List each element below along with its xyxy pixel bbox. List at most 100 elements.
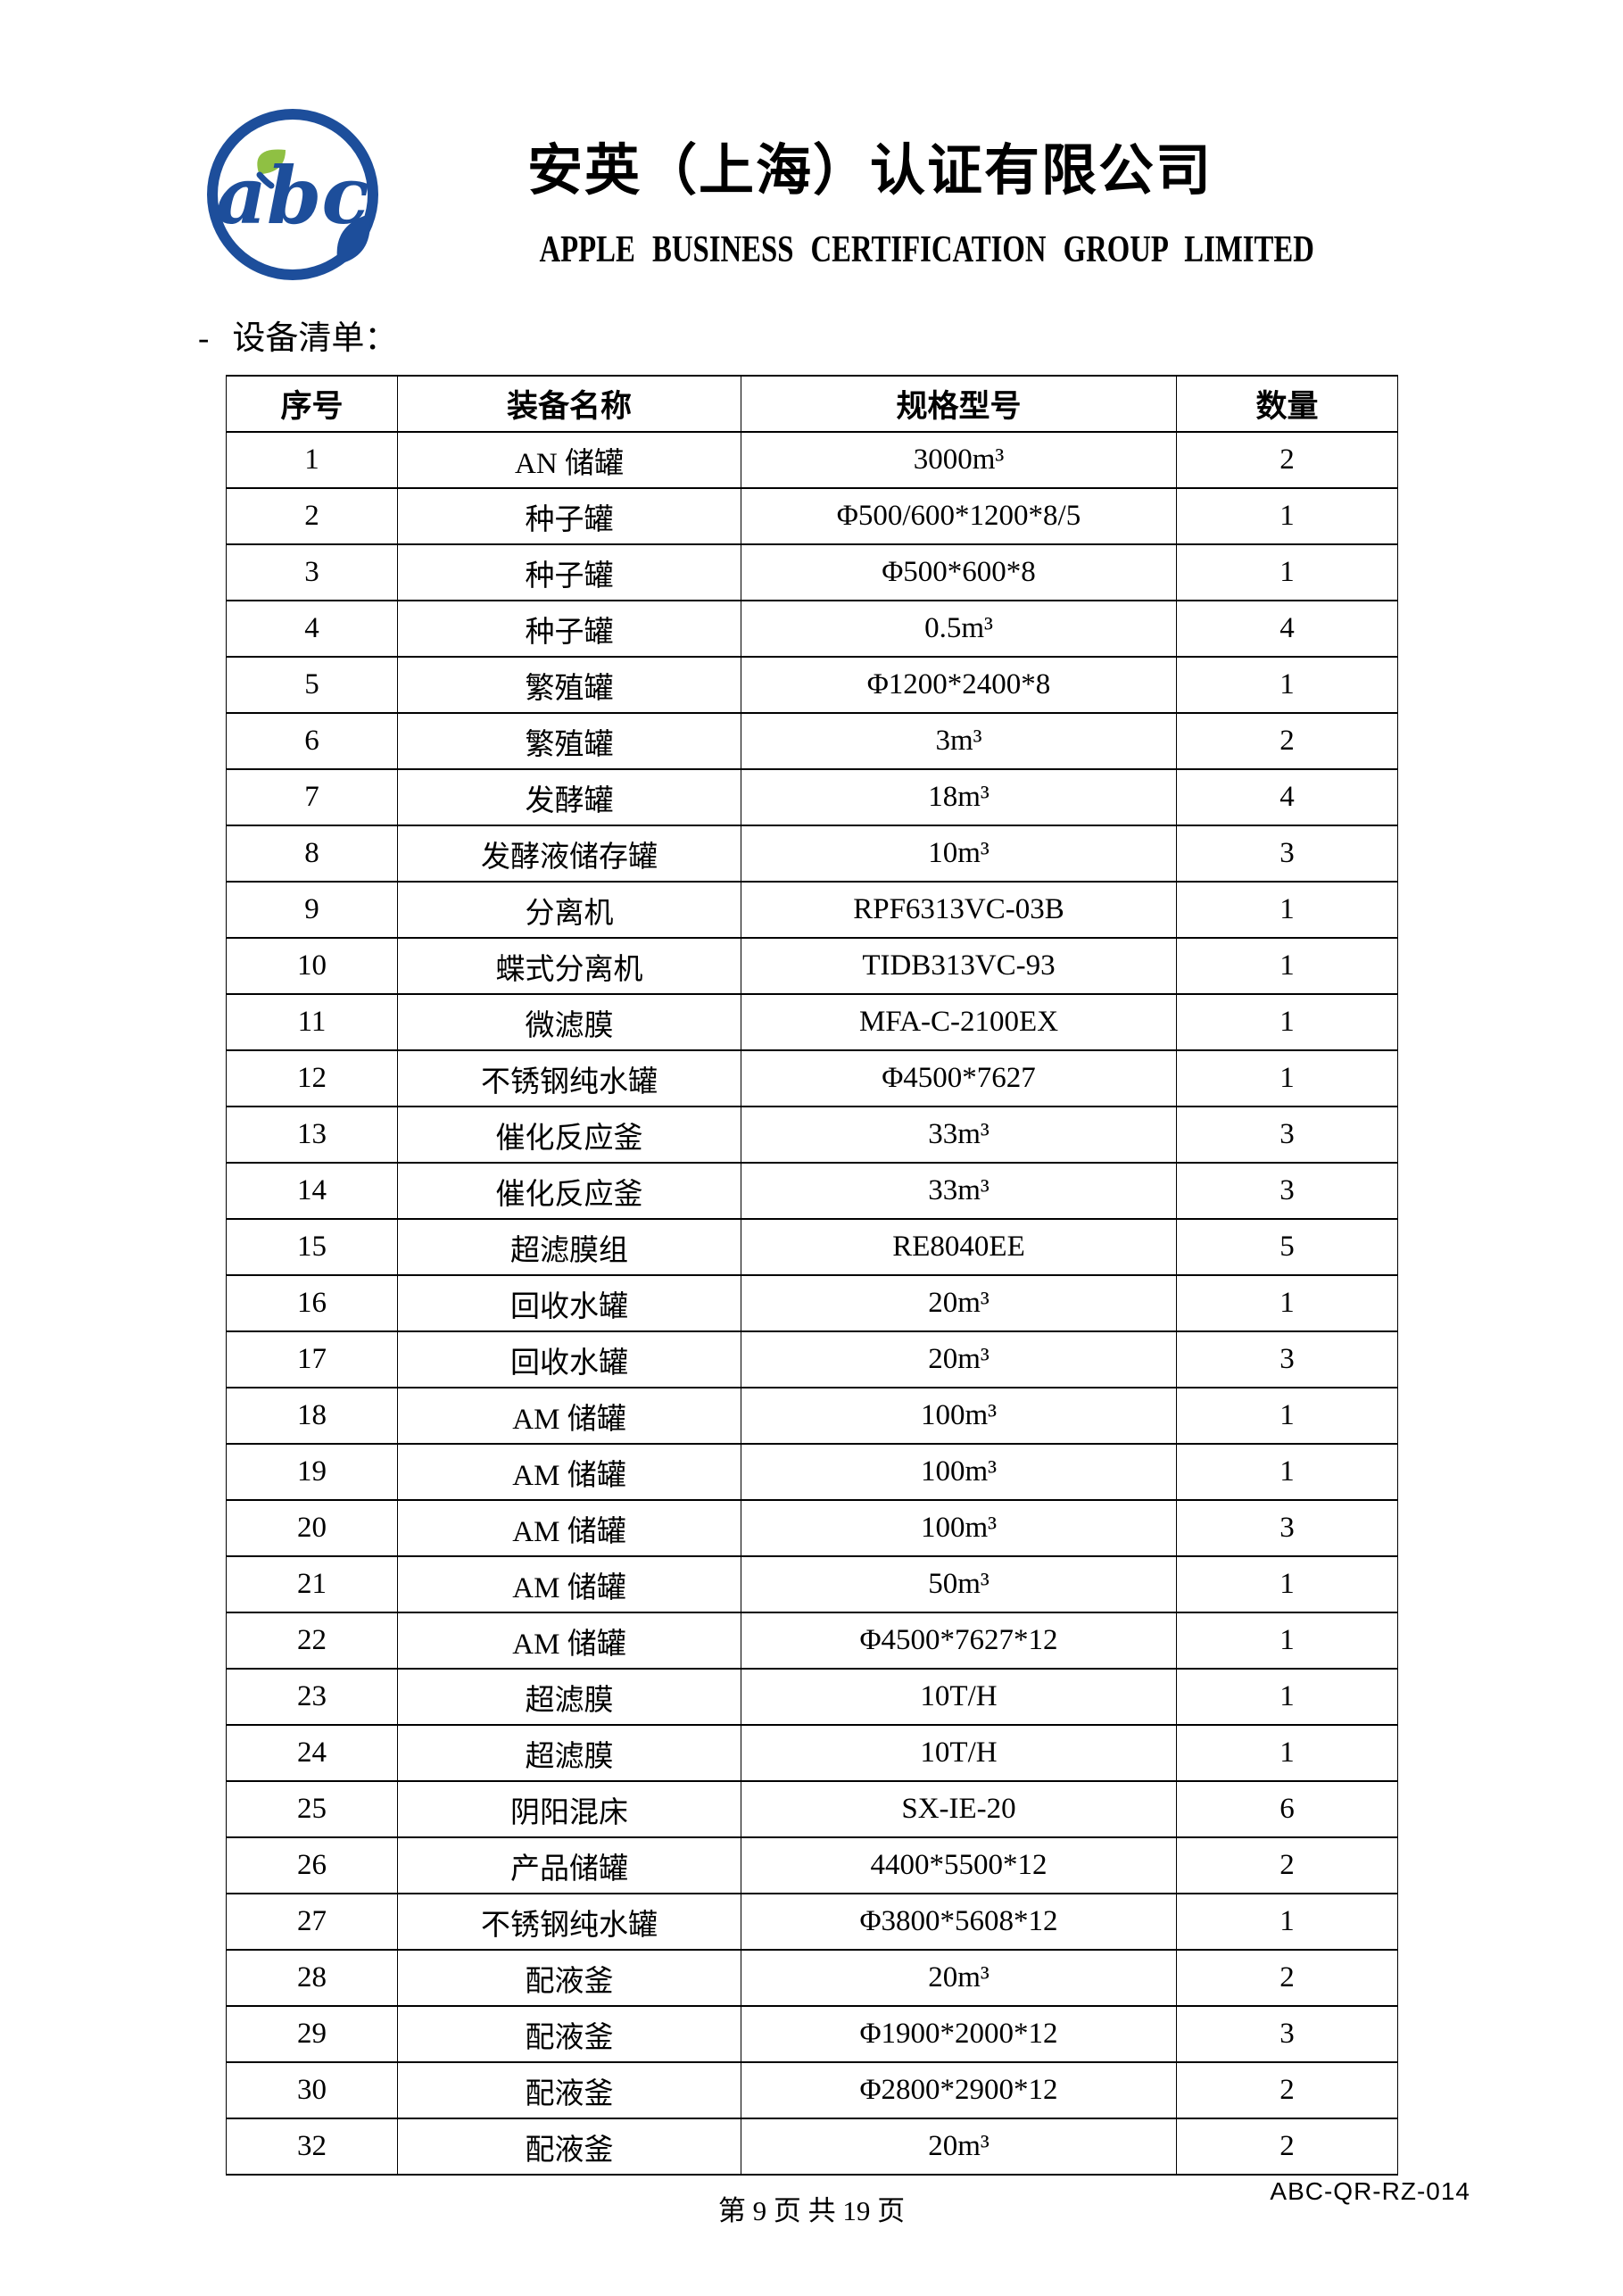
table-cell-qty: 3 bbox=[1176, 2005, 1398, 2063]
table-row: 4 种子罐 0.5m³ 4 bbox=[226, 600, 1398, 658]
col-header-spec: 规格型号 bbox=[741, 375, 1177, 433]
table-cell-index: 1 bbox=[226, 431, 398, 489]
table-cell-spec: Φ4500*7627 bbox=[741, 1049, 1177, 1107]
table-cell-spec: 100m³ bbox=[741, 1387, 1177, 1445]
equipment-table-body: 1 AN 储罐 3000m³ 2 2 种子罐 Φ500/600*1200*8/5 1 3 种子罐 Φ… bbox=[226, 431, 1398, 2176]
table-cell-qty: 1 bbox=[1176, 1893, 1398, 1951]
table-cell-spec: Φ4500*7627*12 bbox=[741, 1612, 1177, 1670]
table-cell-qty: 2 bbox=[1176, 431, 1398, 489]
table-row: 15 超滤膜组 RE8040EE 5 bbox=[226, 1218, 1398, 1276]
table-cell-index: 11 bbox=[226, 993, 398, 1051]
table-cell-qty: 2 bbox=[1176, 2118, 1398, 2176]
table-cell-name: 分离机 bbox=[397, 881, 741, 939]
table-cell-name: 配液釜 bbox=[397, 2005, 741, 2063]
table-cell-index: 19 bbox=[226, 1443, 398, 1501]
table-cell-name: AM 储罐 bbox=[397, 1443, 741, 1501]
table-cell-name: AM 储罐 bbox=[397, 1387, 741, 1445]
table-row: 22 AM 储罐 Φ4500*7627*12 1 bbox=[226, 1612, 1398, 1670]
table-cell-name: 配液釜 bbox=[397, 1949, 741, 2007]
company-logo: abc bbox=[203, 105, 382, 288]
table-row: 20 AM 储罐 100m³ 3 bbox=[226, 1499, 1398, 1557]
table-cell-name: 发酵罐 bbox=[397, 768, 741, 826]
table-cell-name: 配液釜 bbox=[397, 2061, 741, 2119]
table-cell-qty: 1 bbox=[1176, 1049, 1398, 1107]
table-row: 13 催化反应釜 33m³ 3 bbox=[226, 1106, 1398, 1164]
table-cell-spec: 100m³ bbox=[741, 1499, 1177, 1557]
table-row: 16 回收水罐 20m³ 1 bbox=[226, 1274, 1398, 1332]
table-cell-name: 产品储罐 bbox=[397, 1836, 741, 1894]
table-cell-index: 25 bbox=[226, 1780, 398, 1838]
table-row: 9 分离机 RPF6313VC-03B 1 bbox=[226, 881, 1398, 939]
table-cell-name: 配液釜 bbox=[397, 2118, 741, 2176]
table-row: 6 繁殖罐 3m³ 2 bbox=[226, 712, 1398, 770]
table-cell-qty: 1 bbox=[1176, 1274, 1398, 1332]
equipment-table-head: 序号 装备名称 规格型号 数量 bbox=[226, 375, 1398, 433]
section-label: - 设备清单： bbox=[198, 311, 397, 359]
table-row: 2 种子罐 Φ500/600*1200*8/5 1 bbox=[226, 487, 1398, 545]
table-cell-index: 15 bbox=[226, 1218, 398, 1276]
table-cell-name: 不锈钢纯水罐 bbox=[397, 1893, 741, 1951]
col-header-qty: 数量 bbox=[1176, 375, 1398, 433]
table-cell-index: 12 bbox=[226, 1049, 398, 1107]
table-cell-name: 回收水罐 bbox=[397, 1274, 741, 1332]
table-cell-name: 回收水罐 bbox=[397, 1330, 741, 1388]
table-cell-qty: 3 bbox=[1176, 1330, 1398, 1388]
table-row: 14 催化反应釜 33m³ 3 bbox=[226, 1162, 1398, 1220]
table-cell-spec: 50m³ bbox=[741, 1555, 1177, 1613]
table-cell-qty: 3 bbox=[1176, 825, 1398, 883]
table-cell-spec: RPF6313VC-03B bbox=[741, 881, 1177, 939]
table-cell-index: 2 bbox=[226, 487, 398, 545]
table-row: 8 发酵液储存罐 10m³ 3 bbox=[226, 825, 1398, 883]
table-cell-index: 26 bbox=[226, 1836, 398, 1894]
col-header-name: 装备名称 bbox=[397, 375, 741, 433]
table-cell-name: 超滤膜 bbox=[397, 1668, 741, 1726]
table-cell-qty: 2 bbox=[1176, 1949, 1398, 2007]
table-cell-qty: 1 bbox=[1176, 881, 1398, 939]
table-cell-qty: 1 bbox=[1176, 487, 1398, 545]
table-cell-index: 9 bbox=[226, 881, 398, 939]
table-row: 32 配液釜 20m³ 2 bbox=[226, 2118, 1398, 2176]
table-cell-name: AM 储罐 bbox=[397, 1499, 741, 1557]
table-row: 26 产品储罐 4400*5500*12 2 bbox=[226, 1836, 1398, 1894]
table-cell-spec: 20m³ bbox=[741, 1330, 1177, 1388]
table-cell-name: 种子罐 bbox=[397, 487, 741, 545]
table-cell-qty: 2 bbox=[1176, 712, 1398, 770]
table-cell-qty: 1 bbox=[1176, 1724, 1398, 1782]
table-cell-qty: 1 bbox=[1176, 993, 1398, 1051]
header-row: 序号 装备名称 规格型号 数量 bbox=[226, 375, 1398, 433]
svg-text:abc: abc bbox=[216, 149, 369, 242]
table-cell-name: 种子罐 bbox=[397, 600, 741, 658]
table-row: 21 AM 储罐 50m³ 1 bbox=[226, 1555, 1398, 1613]
table-cell-index: 5 bbox=[226, 656, 398, 714]
table-cell-index: 23 bbox=[226, 1668, 398, 1726]
table-row: 18 AM 储罐 100m³ 1 bbox=[226, 1387, 1398, 1445]
table-cell-spec: Φ3800*5608*12 bbox=[741, 1893, 1177, 1951]
table-cell-qty: 1 bbox=[1176, 1555, 1398, 1613]
company-name-zh: 安英（上海）认证有限公司 bbox=[526, 141, 1213, 202]
section-label-text: 设备清单： bbox=[232, 320, 398, 357]
table-cell-spec: Φ1900*2000*12 bbox=[741, 2005, 1177, 2063]
table-cell-qty: 1 bbox=[1176, 1668, 1398, 1726]
table-cell-index: 14 bbox=[226, 1162, 398, 1220]
table-cell-spec: Φ2800*2900*12 bbox=[741, 2061, 1177, 2119]
table-cell-name: AM 储罐 bbox=[397, 1612, 741, 1670]
company-name-en: APPLE BUSINESS CERTIFICATION GROUP LIMIT… bbox=[539, 229, 1314, 270]
table-cell-name: 阴阳混床 bbox=[397, 1780, 741, 1838]
table-cell-name: AM 储罐 bbox=[397, 1555, 741, 1613]
table-cell-spec: 4400*5500*12 bbox=[741, 1836, 1177, 1894]
table-cell-name: 微滤膜 bbox=[397, 993, 741, 1051]
table-row: 1 AN 储罐 3000m³ 2 bbox=[226, 431, 1398, 489]
table-cell-spec: 33m³ bbox=[741, 1106, 1177, 1164]
table-cell-index: 17 bbox=[226, 1330, 398, 1388]
table-row: 11 微滤膜 MFA-C-2100EX 1 bbox=[226, 993, 1398, 1051]
table-row: 25 阴阳混床 SX-IE-20 6 bbox=[226, 1780, 1398, 1838]
table-cell-qty: 1 bbox=[1176, 1387, 1398, 1445]
table-cell-spec: 3000m³ bbox=[741, 431, 1177, 489]
table-cell-spec: Φ500/600*1200*8/5 bbox=[741, 487, 1177, 545]
table-cell-name: 发酵液储存罐 bbox=[397, 825, 741, 883]
table-cell-spec: 18m³ bbox=[741, 768, 1177, 826]
table-cell-qty: 1 bbox=[1176, 656, 1398, 714]
table-row: 10 蝶式分离机 TIDB313VC-93 1 bbox=[226, 937, 1398, 995]
table-cell-name: 不锈钢纯水罐 bbox=[397, 1049, 741, 1107]
